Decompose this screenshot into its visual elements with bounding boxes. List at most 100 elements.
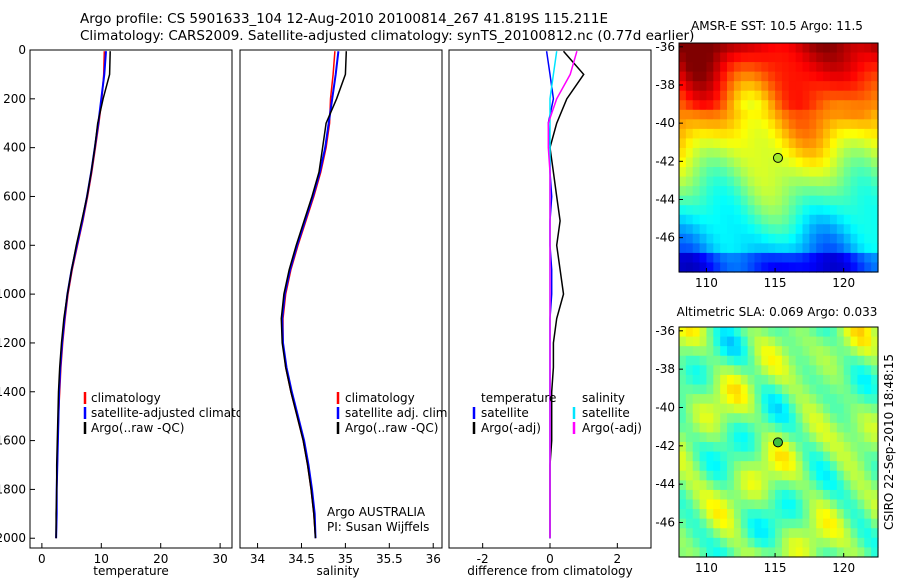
heatmap-cell xyxy=(857,422,865,434)
heatmap-cell xyxy=(713,413,721,424)
heatmap-cell xyxy=(754,365,762,376)
heatmap-cell xyxy=(733,509,742,520)
heatmap-cell xyxy=(740,509,749,520)
lat-tick-label: -44 xyxy=(655,477,675,491)
heatmap-cell xyxy=(679,119,687,130)
heatmap-cell xyxy=(727,243,735,254)
heatmap-cell xyxy=(706,52,714,63)
heatmap-cell xyxy=(727,62,735,73)
heatmap-cell xyxy=(727,176,735,187)
difference-x-axis: -2 0 2 xyxy=(477,543,621,566)
heatmap-cell xyxy=(720,90,728,101)
heatmap-cell xyxy=(699,62,708,73)
heatmap-cell xyxy=(699,327,708,338)
heatmap-cell xyxy=(768,100,776,111)
heatmap-cell xyxy=(775,109,783,120)
heatmap-cell xyxy=(713,346,721,357)
heatmap-cell xyxy=(679,205,687,216)
heatmap-cell xyxy=(857,355,865,366)
heatmap-cell xyxy=(850,422,859,434)
sla-map-axes: 110 115 120 -36 -38 -40 -42 -44 -46 xyxy=(655,324,855,575)
heatmap-cell xyxy=(679,167,687,178)
heatmap-cell xyxy=(727,262,735,273)
heatmap-cell xyxy=(692,327,701,338)
heatmap-cell xyxy=(781,470,790,481)
heatmap-cell xyxy=(692,336,701,347)
heatmap-cell xyxy=(679,186,687,197)
heatmap-cell xyxy=(823,243,831,254)
heatmap-cell xyxy=(699,537,708,549)
heatmap-cell xyxy=(829,432,838,443)
heatmap-cell xyxy=(720,365,728,376)
heatmap-cell xyxy=(679,374,687,386)
heatmap-cell xyxy=(713,480,721,491)
heatmap-cell xyxy=(802,374,810,386)
heatmap-cell xyxy=(747,346,756,357)
heatmap-cell xyxy=(685,346,694,357)
depth-tick-label: 200 xyxy=(3,92,26,106)
heatmap-cell xyxy=(768,384,776,395)
x-tick-label: 10 xyxy=(94,552,109,566)
heatmap-cell xyxy=(829,214,838,225)
heatmap-cell xyxy=(775,233,783,244)
heatmap-cell xyxy=(864,355,872,366)
heatmap-cell xyxy=(871,509,879,520)
heatmap-cell xyxy=(864,327,872,338)
heatmap-cell xyxy=(809,480,817,491)
heatmap-cell xyxy=(788,243,797,254)
legend-label-climatology: climatology xyxy=(91,391,161,405)
heatmap-cell xyxy=(829,489,838,501)
heatmap-cell xyxy=(754,128,762,140)
heatmap-cell xyxy=(775,176,783,187)
heatmap-cell xyxy=(761,336,769,347)
lat-tick-label: -36 xyxy=(655,324,675,338)
lon-tick-label: 120 xyxy=(832,276,855,290)
heatmap-cell xyxy=(823,442,831,453)
legend-label-temp-satellite: satellite xyxy=(481,406,529,420)
heatmap-cell xyxy=(864,461,872,472)
heatmap-cell xyxy=(761,394,769,405)
heatmap-cell xyxy=(754,147,762,159)
heatmap-cell xyxy=(692,90,701,101)
heatmap-cell xyxy=(699,394,708,405)
heatmap-cell xyxy=(788,157,797,168)
heatmap-cell xyxy=(871,537,879,549)
heatmap-cell xyxy=(747,176,756,187)
heatmap-cell xyxy=(816,252,824,264)
heatmap-cell xyxy=(850,442,859,453)
heatmap-cell xyxy=(740,374,749,386)
heatmap-cell xyxy=(836,128,845,140)
heatmap-cell xyxy=(706,128,714,140)
heatmap-cell xyxy=(733,489,742,501)
heatmap-cell xyxy=(788,167,797,178)
heatmap-cell xyxy=(754,81,762,92)
heatmap-cell xyxy=(836,461,845,472)
heatmap-cell xyxy=(871,470,879,481)
heatmap-cell xyxy=(727,480,735,491)
heatmap-cell xyxy=(843,537,852,549)
heatmap-cell xyxy=(685,451,694,462)
heatmap-cell xyxy=(754,138,762,149)
heatmap-cell xyxy=(775,470,783,481)
heatmap-cell xyxy=(720,252,728,264)
depth-tick-label: 0 xyxy=(18,43,26,57)
heatmap-cell xyxy=(727,470,735,481)
heatmap-cell xyxy=(754,71,762,82)
heatmap-cell xyxy=(692,119,701,130)
heatmap-cell xyxy=(823,374,831,386)
heatmap-cell xyxy=(843,100,852,111)
heatmap-cell xyxy=(836,205,845,216)
heatmap-cell xyxy=(720,394,728,405)
heatmap-cell xyxy=(679,509,687,520)
heatmap-cell xyxy=(809,336,817,347)
heatmap-cell xyxy=(706,157,714,168)
heatmap-cell xyxy=(871,518,879,529)
heatmap-cell xyxy=(809,147,817,159)
heatmap-cell xyxy=(871,157,879,168)
heatmap-cell xyxy=(836,528,845,539)
heatmap-cell xyxy=(720,537,728,549)
heatmap-cell xyxy=(706,90,714,101)
heatmap-cell xyxy=(843,214,852,225)
heatmap-cell xyxy=(775,119,783,130)
